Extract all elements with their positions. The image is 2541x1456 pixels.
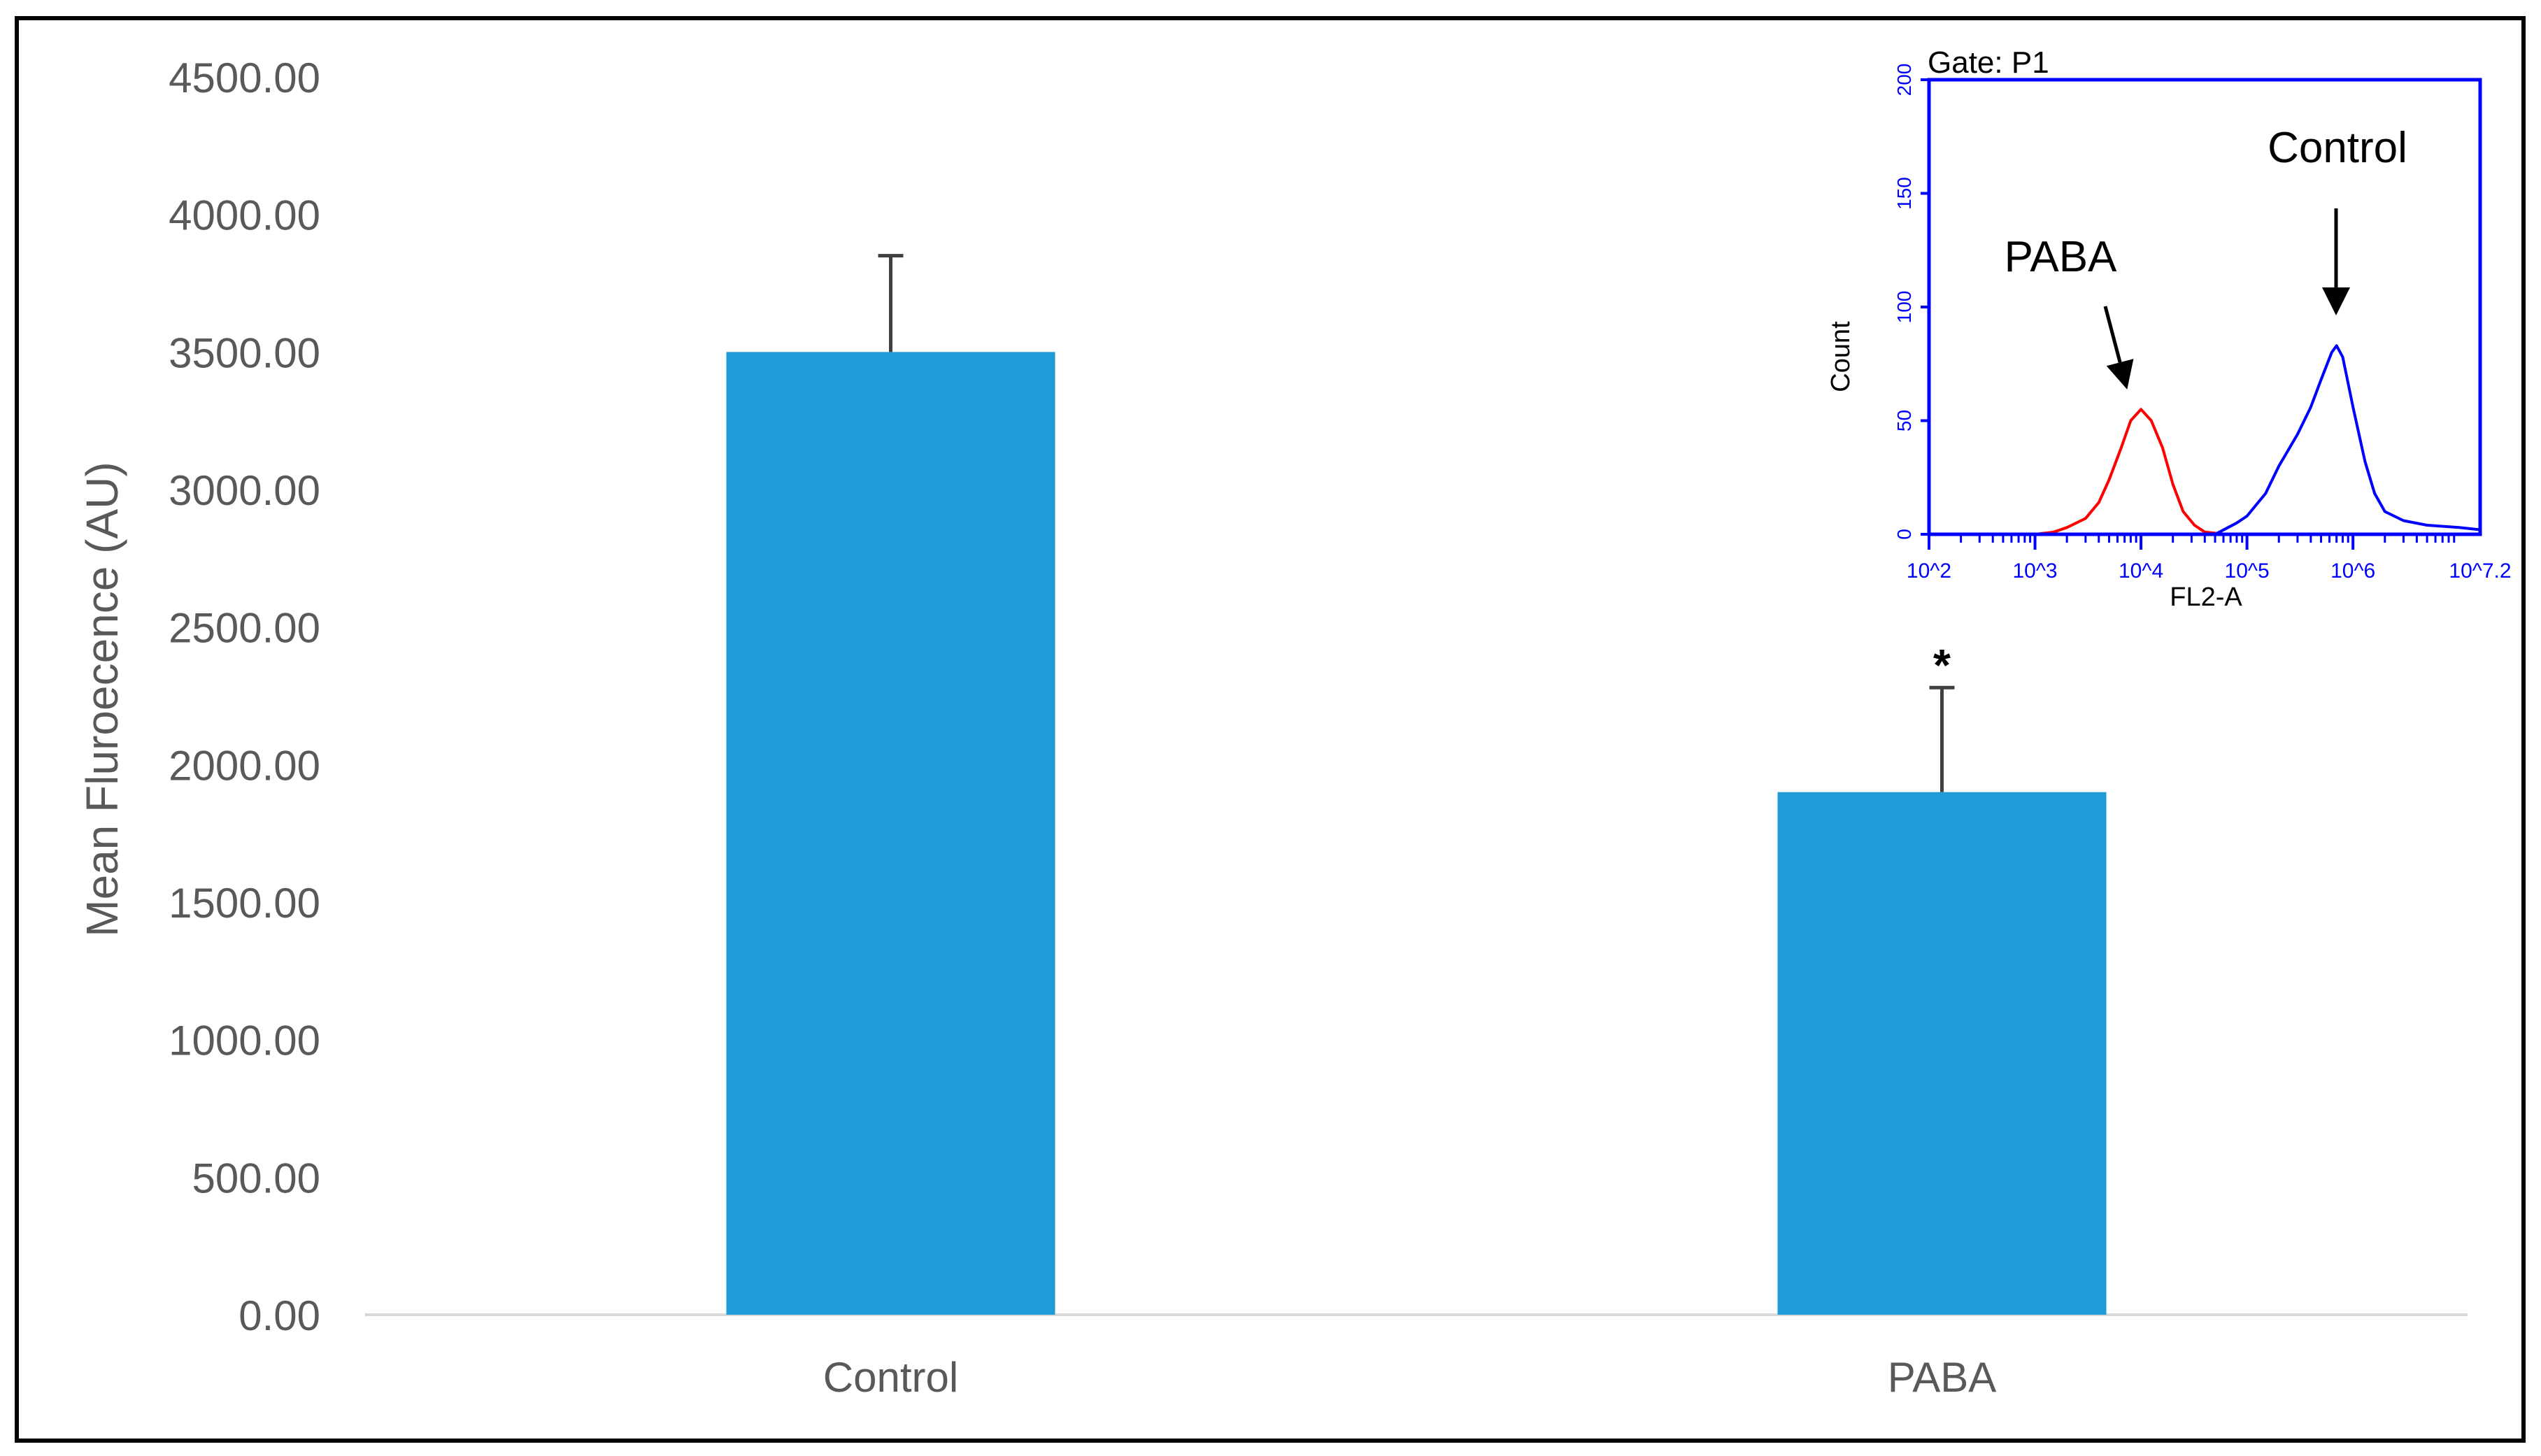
inset-y-tick-label: 150: [1893, 177, 1915, 210]
inset-annotations: PABA Control: [2005, 124, 2407, 390]
y-tick-label: 4000.00: [169, 192, 320, 239]
inset-title: Gate: P1: [1928, 45, 2049, 80]
y-axis-ticks: 0.00 500.00 1000.00 1500.00 2000.00 2500.00 30…: [169, 55, 320, 1339]
inset-y-tick-label: 100: [1893, 291, 1915, 324]
x-axis-ticks: Control PABA: [823, 1354, 1997, 1401]
y-tick-label: 2500.00: [169, 605, 320, 652]
inset-series-line: [1929, 408, 2226, 536]
x-tick-label: PABA: [1888, 1354, 1997, 1401]
inset-x-tick-label: 10^4: [2119, 559, 2163, 583]
inset-series-line: [2214, 344, 2481, 536]
inset-x-axis-ticks: 10^2 10^3 10^4 10^5 10^6 10^7.2: [1907, 534, 2512, 583]
significance-marker: *: [1933, 640, 1951, 690]
y-tick-label: 500.00: [192, 1155, 320, 1201]
x-tick-label: Control: [823, 1354, 958, 1401]
y-tick-label: 3500.00: [169, 329, 320, 376]
y-tick-label: 3000.00: [169, 467, 320, 514]
inset-y-tick-label: 0: [1893, 529, 1915, 540]
main-bar-chart: 0.00 500.00 1000.00 1500.00 2000.00 2500.00 30…: [77, 55, 2468, 1401]
y-tick-label: 4500.00: [169, 55, 320, 101]
inset-annotation-label: PABA: [2005, 233, 2117, 281]
inset-x-tick-label: 10^6: [2330, 559, 2375, 583]
y-tick-label: 2000.00: [169, 742, 320, 789]
figure-frame: [15, 16, 2526, 1443]
bar-series: *: [726, 254, 2107, 1315]
y-axis-label: Mean Fluroecence (AU): [77, 462, 127, 936]
inset-y-tick-label: 50: [1893, 410, 1915, 431]
inset-series: [1929, 344, 2481, 536]
inset-annotation-arrow: [2103, 306, 2134, 390]
inset-x-axis-label: FL2-A: [2170, 583, 2242, 612]
inset-annotation-label: Control: [2268, 124, 2407, 172]
inset-y-tick-label: 200: [1893, 64, 1915, 97]
bar: [1777, 792, 2107, 1315]
inset-x-tick-label: 10^3: [2012, 559, 2057, 583]
inset-y-axis-label: Count: [1826, 321, 1856, 392]
y-tick-label: 1500.00: [169, 880, 320, 927]
bar: [726, 352, 1055, 1315]
y-tick-label: 0.00: [239, 1292, 320, 1339]
inset-x-tick-label: 10^7.2: [2449, 559, 2511, 583]
inset-x-tick-label: 10^5: [2225, 559, 2270, 583]
inset-plot-frame: [1927, 78, 2482, 536]
inset-x-tick-label: 10^2: [1907, 559, 1951, 583]
y-tick-label: 1000.00: [169, 1018, 320, 1064]
inset-y-axis-ticks: 0 50 100 150 200: [1893, 64, 1929, 540]
